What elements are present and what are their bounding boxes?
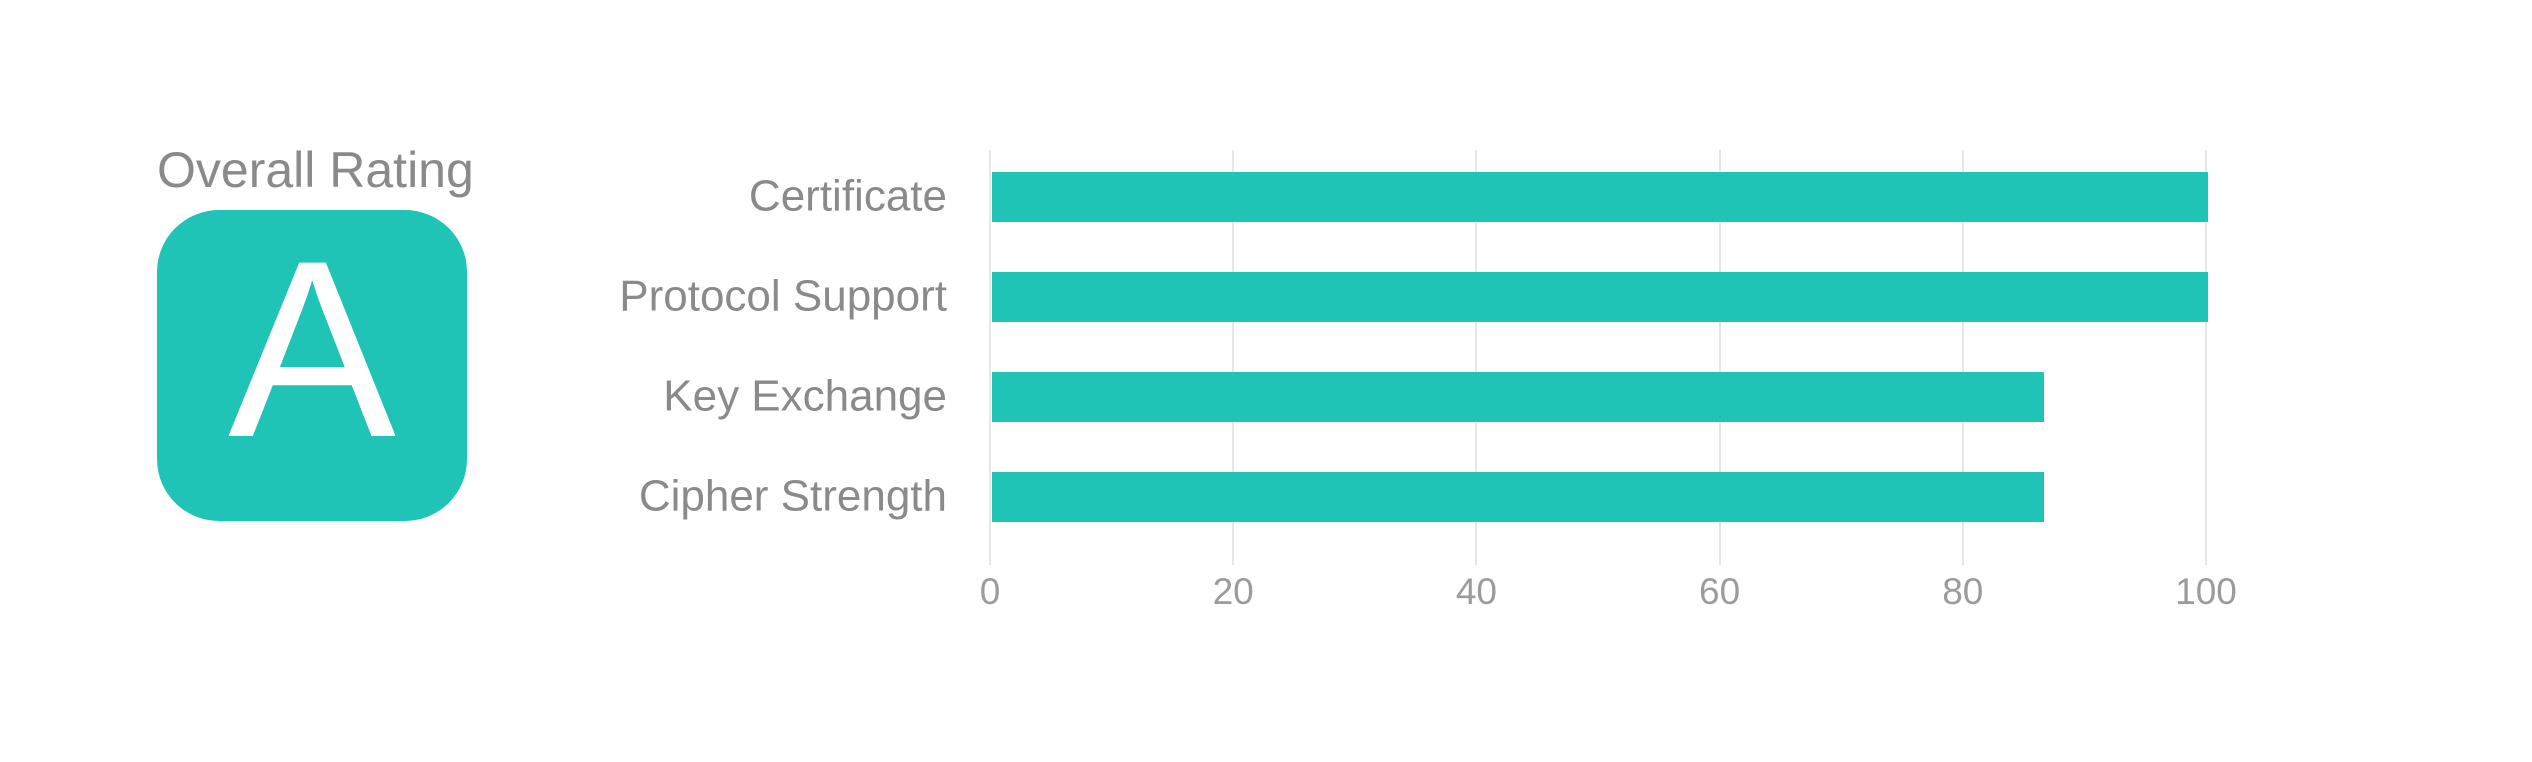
bar-cipher-strength	[992, 472, 2044, 522]
gridline-100	[2205, 150, 2207, 565]
x-tick-label-60: 60	[1699, 571, 1741, 612]
x-axis-tick-labels: 0 20 40 60 80 100	[980, 567, 2237, 612]
gridline-80	[1961, 150, 1964, 565]
x-tick-label-20: 20	[1212, 571, 1254, 612]
category-label-certificate: Certificate	[748, 171, 947, 221]
grade-badge: A	[157, 210, 467, 521]
category-label-protocol-support: Protocol Support	[619, 271, 947, 321]
category-label-cipher-strength: Cipher Strength	[638, 471, 947, 521]
category-label-key-exchange: Key Exchange	[663, 371, 947, 421]
gridline-60	[1718, 150, 1721, 565]
gridline-0	[989, 150, 991, 565]
x-tick-label-0: 0	[979, 571, 1001, 612]
x-tick-label-80: 80	[1942, 571, 1984, 612]
overall-rating-title: Overall Rating	[157, 142, 474, 198]
bar-key-exchange	[992, 372, 2044, 422]
grade-letter: A	[227, 208, 397, 490]
x-tick-label-40: 40	[1455, 571, 1497, 612]
gridline-20	[1232, 150, 1235, 565]
bar-certificate	[992, 172, 2208, 222]
chart-plot-area	[989, 150, 2208, 565]
x-tick-label-100: 100	[2175, 571, 2237, 612]
bar-protocol-support	[992, 272, 2208, 322]
gridline-40	[1475, 150, 1478, 565]
